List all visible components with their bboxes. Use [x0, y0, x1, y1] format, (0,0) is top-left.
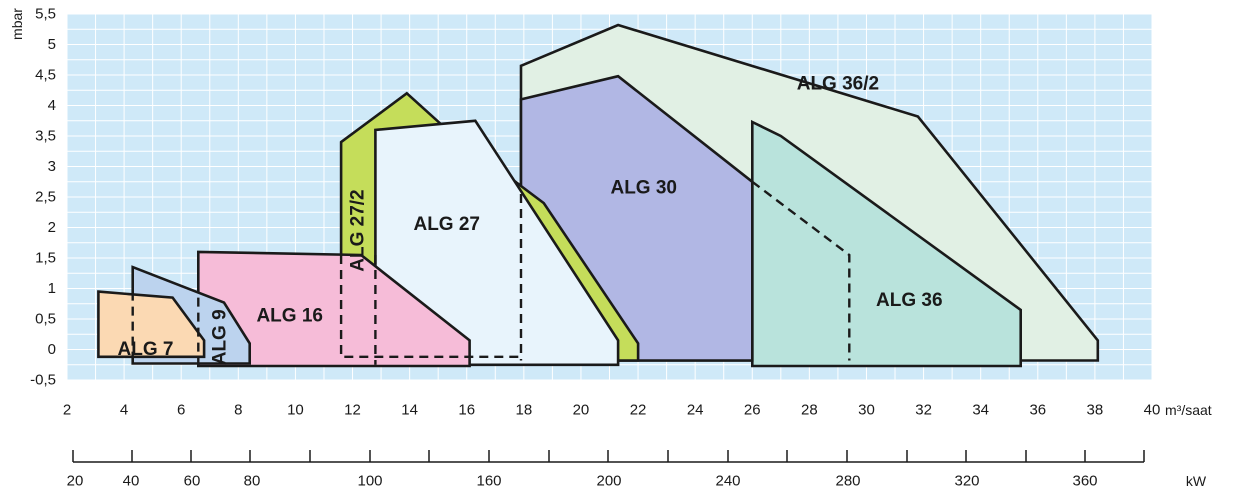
y-axis-ticks: -0,5 0 0,5 1 1,5 2 2,5 3 3,5 4 4,5 5 5,5 — [30, 6, 56, 389]
x-tick-label: 18 — [515, 402, 532, 419]
dashed-lines — [131, 180, 851, 366]
region-labels: ALG 36/2 ALG 36 ALG 30 ALG 27/2 ALG 27 ALG 16… — [118, 74, 943, 366]
y-tick-label: 5,5 — [35, 6, 56, 23]
x-tick-label: 22 — [630, 402, 647, 419]
kw-axis-unit: kW — [1186, 473, 1207, 489]
dashed-line — [339, 255, 521, 358]
dashed-line — [751, 180, 851, 361]
x-tick-label: 40 — [1144, 402, 1161, 419]
region-label-alg-27-2: ALG 27/2 — [348, 189, 369, 271]
y-tick-label: -0,5 — [30, 372, 56, 389]
x-tick-label: 34 — [972, 402, 989, 419]
y-tick-label: 2,5 — [35, 189, 56, 206]
kw-tick-label: 60 — [184, 473, 201, 490]
y-tick-label: 5 — [48, 36, 56, 53]
y-tick-label: 4,5 — [35, 67, 56, 84]
region-label-alg-30: ALG 30 — [610, 177, 677, 198]
x-tick-label: 28 — [801, 402, 818, 419]
region-label-alg-16: ALG 16 — [256, 305, 323, 326]
region-label-alg-36-2: ALG 36/2 — [797, 74, 879, 95]
x-tick-label: 26 — [744, 402, 761, 419]
x-axis-ticks: 2 4 6 8 10 12 14 16 18 20 22 24 26 28 30 32 34 36 38 40 — [63, 402, 1161, 419]
kw-tick-label: 200 — [596, 473, 621, 490]
x-tick-label: 20 — [573, 402, 590, 419]
y-tick-label: 3,5 — [35, 128, 56, 145]
y-axis-unit: mbar — [9, 8, 25, 40]
x-tick-label: 8 — [234, 402, 242, 419]
kw-tick-label: 80 — [244, 473, 261, 490]
x-axis-unit: m³/saat — [1165, 402, 1212, 418]
region-label-alg-36: ALG 36 — [876, 290, 943, 311]
kw-tick-label: 360 — [1072, 473, 1097, 490]
y-tick-label: 0 — [48, 341, 56, 358]
x-tick-label: 38 — [1087, 402, 1104, 419]
x-tick-label: 4 — [120, 402, 128, 419]
kw-tick-label: 20 — [67, 473, 84, 490]
y-tick-label: 2 — [48, 219, 56, 236]
kw-tick-label: 320 — [954, 473, 979, 490]
region-label-alg-9: ALG 9 — [209, 309, 230, 365]
x-tick-label: 32 — [915, 402, 932, 419]
region-label-alg-27: ALG 27 — [413, 214, 480, 235]
y-tick-label: 3 — [48, 158, 56, 175]
kw-tick-label: 280 — [835, 473, 860, 490]
kw-tick-label: 240 — [715, 473, 740, 490]
x-tick-label: 30 — [858, 402, 875, 419]
x-tick-label: 14 — [401, 402, 418, 419]
x-tick-label: 36 — [1029, 402, 1046, 419]
x-tick-label: 2 — [63, 402, 71, 419]
x-tick-label: 24 — [687, 402, 704, 419]
x-tick-label: 10 — [287, 402, 304, 419]
regions — [97, 23, 1100, 368]
kw-tick-label: 100 — [357, 473, 382, 490]
y-tick-label: 1,5 — [35, 250, 56, 267]
y-tick-label: 4 — [48, 97, 56, 114]
x-tick-label: 6 — [177, 402, 185, 419]
kw-tick-label: 160 — [476, 473, 501, 490]
y-tick-label: 0,5 — [35, 311, 56, 328]
region-alg-7 — [97, 290, 206, 359]
kw-tick-label: 40 — [123, 473, 140, 490]
x-tick-label: 12 — [344, 402, 361, 419]
x-tick-label: 16 — [458, 402, 475, 419]
kw-axis: 20 40 60 80 100 160 200 240 280 320 360 — [67, 450, 1145, 490]
y-tick-label: 1 — [48, 280, 56, 297]
region-label-alg-7: ALG 7 — [118, 339, 174, 360]
